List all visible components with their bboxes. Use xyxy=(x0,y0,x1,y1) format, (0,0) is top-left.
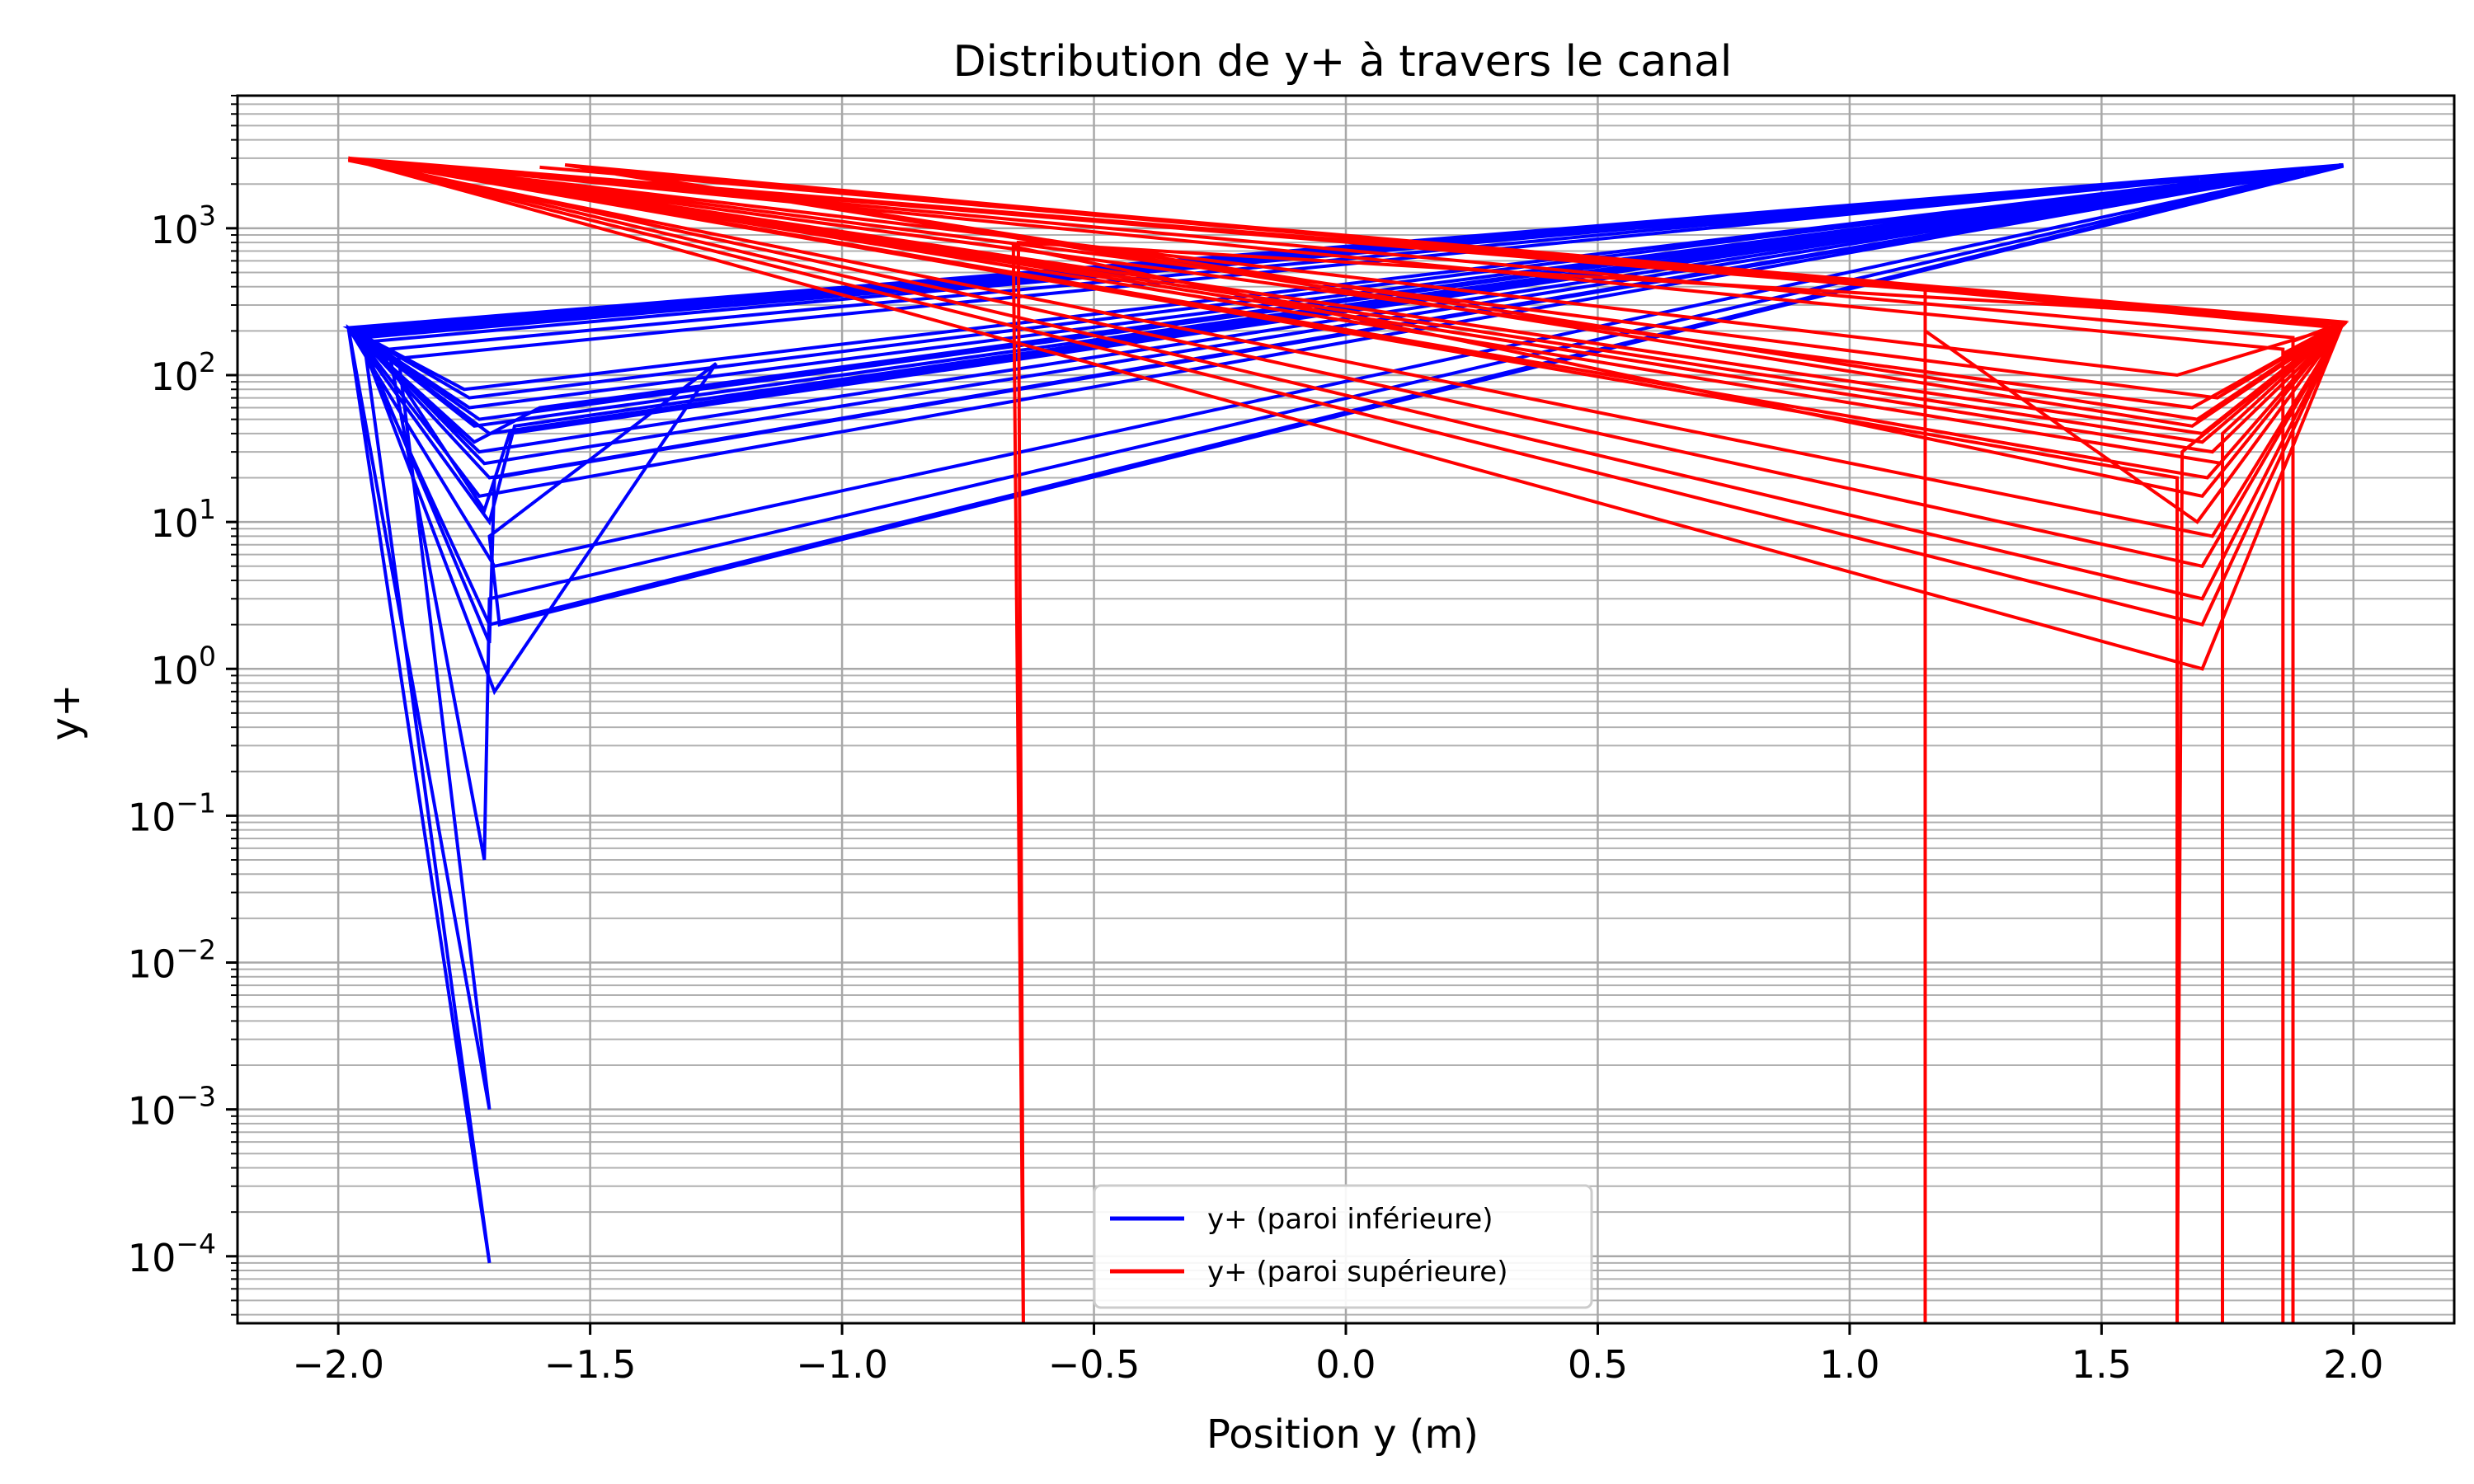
y-axis: 10−4 10−3 10−2 10−1 100 101 102 103 xyxy=(128,95,238,1316)
x-tick-label: 0.5 xyxy=(1568,1342,1628,1387)
x-tick-label: −1.5 xyxy=(544,1342,637,1387)
x-tick-label: −1.0 xyxy=(796,1342,888,1387)
y-tick-label: 10−4 xyxy=(128,1228,216,1280)
legend: y+ (paroi inférieure) y+ (paroi supérieu… xyxy=(1093,1184,1593,1309)
x-axis: −2.0 −1.5 −1.0 −0.5 0.0 0.5 1.0 1.5 2.0 xyxy=(292,1323,2383,1387)
grid xyxy=(238,95,2454,1323)
plot-area xyxy=(342,156,2349,1323)
y-axis-label: y+ xyxy=(43,684,89,741)
x-axis-label: Position y (m) xyxy=(1206,1411,1479,1458)
chart-title: Distribution de y+ à travers le canal xyxy=(953,37,1733,87)
x-tick-label: −2.0 xyxy=(292,1342,384,1387)
series-line-1 xyxy=(347,156,2349,1323)
x-tick-label: 0.0 xyxy=(1315,1342,1376,1387)
x-tick-label: 1.0 xyxy=(1819,1342,1879,1387)
x-tick-label: −0.5 xyxy=(1048,1342,1141,1387)
y-tick-label: 10−2 xyxy=(128,934,216,987)
y-tick-label: 103 xyxy=(150,200,216,252)
x-tick-label: 1.5 xyxy=(2072,1342,2132,1387)
y-tick-label: 102 xyxy=(150,346,216,399)
y-tick-label: 101 xyxy=(150,493,216,546)
y-tick-label: 10−3 xyxy=(128,1081,216,1134)
legend-box xyxy=(1093,1184,1593,1309)
legend-label-0: y+ (paroi inférieure) xyxy=(1207,1203,1493,1236)
y-tick-label: 10−1 xyxy=(128,787,216,839)
y-tick-label: 100 xyxy=(150,640,216,693)
series-group xyxy=(342,156,2349,1323)
x-tick-label: 2.0 xyxy=(2323,1342,2383,1387)
legend-label-1: y+ (paroi supérieure) xyxy=(1207,1256,1507,1289)
